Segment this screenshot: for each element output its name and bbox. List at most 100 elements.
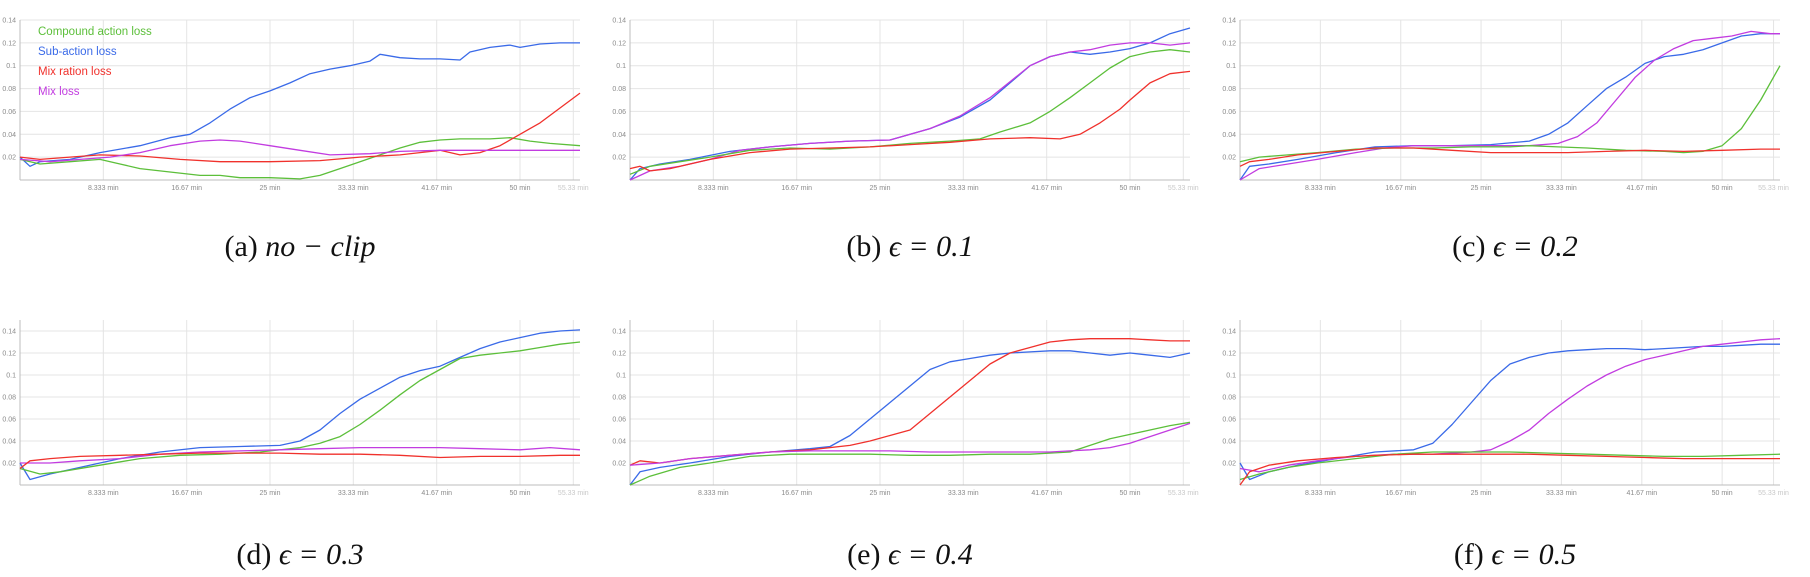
series-line-sub <box>629 350 1191 486</box>
y-tick-label: 0.14 <box>612 18 626 25</box>
x-tick-label: 8.333 min <box>698 185 729 192</box>
x-tick-label: 8.333 min <box>88 490 119 497</box>
chart-c: 0.02 0.04 0.06 0.08 0.1 0.12 0.14 8.333 min 16.6… <box>1222 18 1789 193</box>
x-tick-label: 50 min <box>509 185 530 192</box>
legend-item-mix[interactable]: Mix loss <box>38 86 80 98</box>
caption-math: ϵ = 0.5 <box>1491 538 1577 571</box>
legend-item-compound[interactable]: Compound action loss <box>38 26 152 38</box>
y-tick-label: 0.12 <box>2 351 16 358</box>
panel-c: 0.02 0.04 0.06 0.08 0.1 0.12 0.14 8.333 min 16.6… <box>1220 0 1810 264</box>
y-tick-label: 0.14 <box>2 329 16 336</box>
x-tick-label: 8.333 min <box>88 185 119 192</box>
series-line-mix-ration <box>1239 147 1780 167</box>
y-tick-label: 0.1 <box>616 373 626 380</box>
y-tick-label: 0.06 <box>2 417 16 424</box>
y-tick-label: 0.1 <box>6 373 16 380</box>
y-tick-label: 0.02 <box>1222 461 1236 468</box>
y-tick-label: 0.1 <box>1226 373 1236 380</box>
panel-b: 0.02 0.04 0.06 0.08 0.1 0.12 0.14 8.333 min 16.6… <box>610 0 1210 264</box>
x-tick-label: 50 min <box>1712 185 1733 192</box>
y-tick-label: 0.08 <box>2 86 16 93</box>
series-line-compound <box>629 49 1191 175</box>
y-tick-label: 0.08 <box>612 395 626 402</box>
caption-math: no − clip <box>265 230 376 263</box>
y-tick-label: 0.06 <box>2 109 16 116</box>
x-tick-label: 33.33 min <box>1546 185 1577 192</box>
x-tick-label: 16.67 min <box>171 185 202 192</box>
y-tick-label: 0.02 <box>2 461 16 468</box>
x-tick-label: 55.33 min <box>558 490 589 497</box>
panel-a: 0.02 0.04 0.06 0.08 0.1 0.12 0.14 8.333 min 16.6… <box>0 0 600 264</box>
caption-prefix: (a) <box>224 230 266 263</box>
panel-e: 0.02 0.04 0.06 0.08 0.1 0.12 0.14 8.333 min 16.6… <box>610 300 1210 577</box>
y-tick-label: 0.12 <box>2 40 16 47</box>
legend-item-sub[interactable]: Sub-action loss <box>38 46 117 58</box>
x-tick-label: 25 min <box>869 490 890 497</box>
caption-prefix: (c) <box>1452 230 1493 263</box>
x-tick-label: 16.67 min <box>781 490 812 497</box>
x-tick-label: 50 min <box>1119 490 1140 497</box>
x-tick-label: 8.333 min <box>1305 185 1336 192</box>
series-line-compound <box>1239 65 1781 163</box>
caption-prefix: (b) <box>846 230 889 263</box>
chart-e: 0.02 0.04 0.06 0.08 0.1 0.12 0.14 8.333 min 16.6… <box>612 320 1199 497</box>
y-tick-label: 0.1 <box>6 63 16 70</box>
y-tick-label: 0.08 <box>612 86 626 93</box>
y-tick-label: 0.08 <box>1222 395 1236 402</box>
x-tick-label: 50 min <box>1119 185 1140 192</box>
panel-f: 0.02 0.04 0.06 0.08 0.1 0.12 0.14 8.333 min 16.6… <box>1220 300 1810 577</box>
x-tick-label: 55.33 min <box>1168 185 1199 192</box>
x-tick-label: 41.67 min <box>1626 185 1657 192</box>
caption-math: ϵ = 0.3 <box>278 538 364 571</box>
caption-d: (d) ϵ = 0.3 <box>0 538 600 572</box>
chart-f: 0.02 0.04 0.06 0.08 0.1 0.12 0.14 8.333 min 16.6… <box>1222 320 1789 497</box>
y-tick-label: 0.1 <box>1226 63 1236 70</box>
caption-math: ϵ = 0.2 <box>1492 230 1578 263</box>
x-tick-label: 33.33 min <box>338 490 369 497</box>
x-tick-label: 41.67 min <box>1031 185 1062 192</box>
x-tick-label: 25 min <box>1471 490 1492 497</box>
y-tick-label: 0.04 <box>612 439 626 446</box>
y-tick-label: 0.04 <box>1222 132 1236 139</box>
caption-math: ϵ = 0.4 <box>887 538 973 571</box>
y-tick-label: 0.02 <box>612 155 626 162</box>
x-tick-label: 25 min <box>869 185 890 192</box>
caption-b: (b) ϵ = 0.1 <box>610 230 1210 264</box>
chart-b: 0.02 0.04 0.06 0.08 0.1 0.12 0.14 8.333 min 16.6… <box>612 18 1199 193</box>
series-line-mix <box>19 139 580 163</box>
series-line-compound <box>1239 451 1781 481</box>
series-line-compound <box>629 421 1191 486</box>
x-tick-label: 41.67 min <box>421 185 452 192</box>
series-line-sub <box>19 42 580 167</box>
x-tick-label: 55.33 min <box>1168 490 1199 497</box>
y-tick-label: 0.04 <box>2 439 16 446</box>
x-tick-label: 50 min <box>509 490 530 497</box>
x-tick-label: 33.33 min <box>338 185 369 192</box>
x-tick-label: 8.333 min <box>1305 490 1336 497</box>
x-tick-label: 16.67 min <box>1385 185 1416 192</box>
x-tick-label: 16.67 min <box>171 490 202 497</box>
y-tick-label: 0.02 <box>612 461 626 468</box>
x-tick-label: 55.33 min <box>1758 490 1789 497</box>
caption-e: (e) ϵ = 0.4 <box>610 538 1210 572</box>
x-tick-label: 50 min <box>1712 490 1733 497</box>
x-tick-label: 41.67 min <box>421 490 452 497</box>
x-tick-label: 16.67 min <box>1385 490 1416 497</box>
x-tick-label: 55.33 min <box>558 185 589 192</box>
series-line-mix-ration <box>629 70 1191 172</box>
panel-d: 0.02 0.04 0.06 0.08 0.1 0.12 0.14 8.333 min 16.6… <box>0 300 600 577</box>
legend: Compound action loss Sub-action loss Mix… <box>38 22 152 102</box>
y-tick-label: 0.12 <box>612 40 626 47</box>
x-tick-label: 33.33 min <box>948 490 979 497</box>
caption-f: (f) ϵ = 0.5 <box>1220 538 1810 572</box>
y-tick-label: 0.14 <box>612 329 626 336</box>
x-tick-label: 16.67 min <box>781 185 812 192</box>
series-line-sub <box>629 27 1191 181</box>
series-line-mix-ration <box>1239 453 1780 486</box>
x-tick-label: 33.33 min <box>948 185 979 192</box>
legend-item-mix-ration[interactable]: Mix ration loss <box>38 66 112 78</box>
series-line-mix <box>20 446 581 464</box>
y-tick-label: 0.06 <box>612 109 626 116</box>
caption-a: (a) no − clip <box>0 230 600 264</box>
x-tick-label: 33.33 min <box>1546 490 1577 497</box>
